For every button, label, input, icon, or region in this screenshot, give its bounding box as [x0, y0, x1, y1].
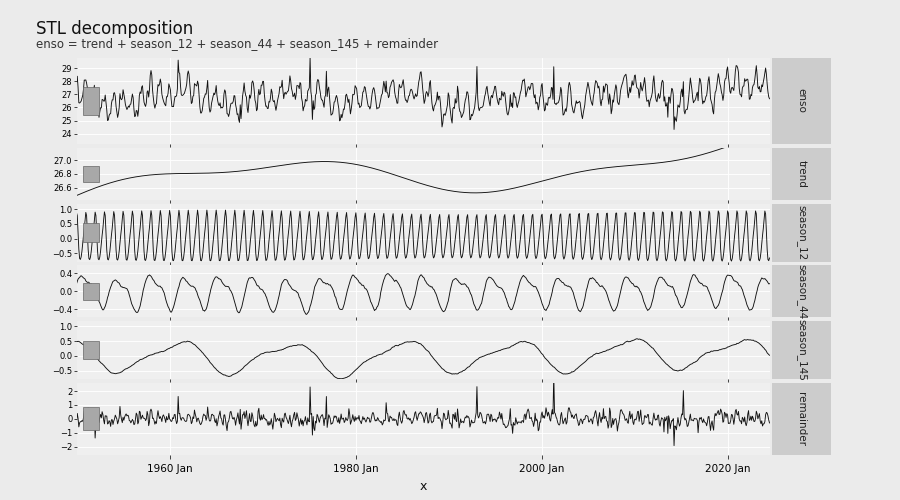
Bar — [84, 341, 99, 359]
Text: remainder: remainder — [796, 392, 806, 446]
Bar — [84, 408, 99, 430]
Text: enso = trend + season_12 + season_44 + season_145 + remainder: enso = trend + season_12 + season_44 + s… — [36, 38, 438, 51]
Text: trend: trend — [796, 160, 806, 188]
Text: season_145: season_145 — [796, 319, 807, 381]
Text: season_44: season_44 — [796, 264, 807, 319]
Text: enso: enso — [796, 88, 806, 114]
Bar — [84, 87, 99, 115]
Bar — [84, 283, 99, 300]
Text: STL decomposition: STL decomposition — [36, 20, 194, 38]
Bar — [84, 224, 99, 242]
Text: season_12: season_12 — [796, 205, 807, 260]
Bar — [84, 166, 99, 182]
Text: x: x — [419, 480, 427, 492]
